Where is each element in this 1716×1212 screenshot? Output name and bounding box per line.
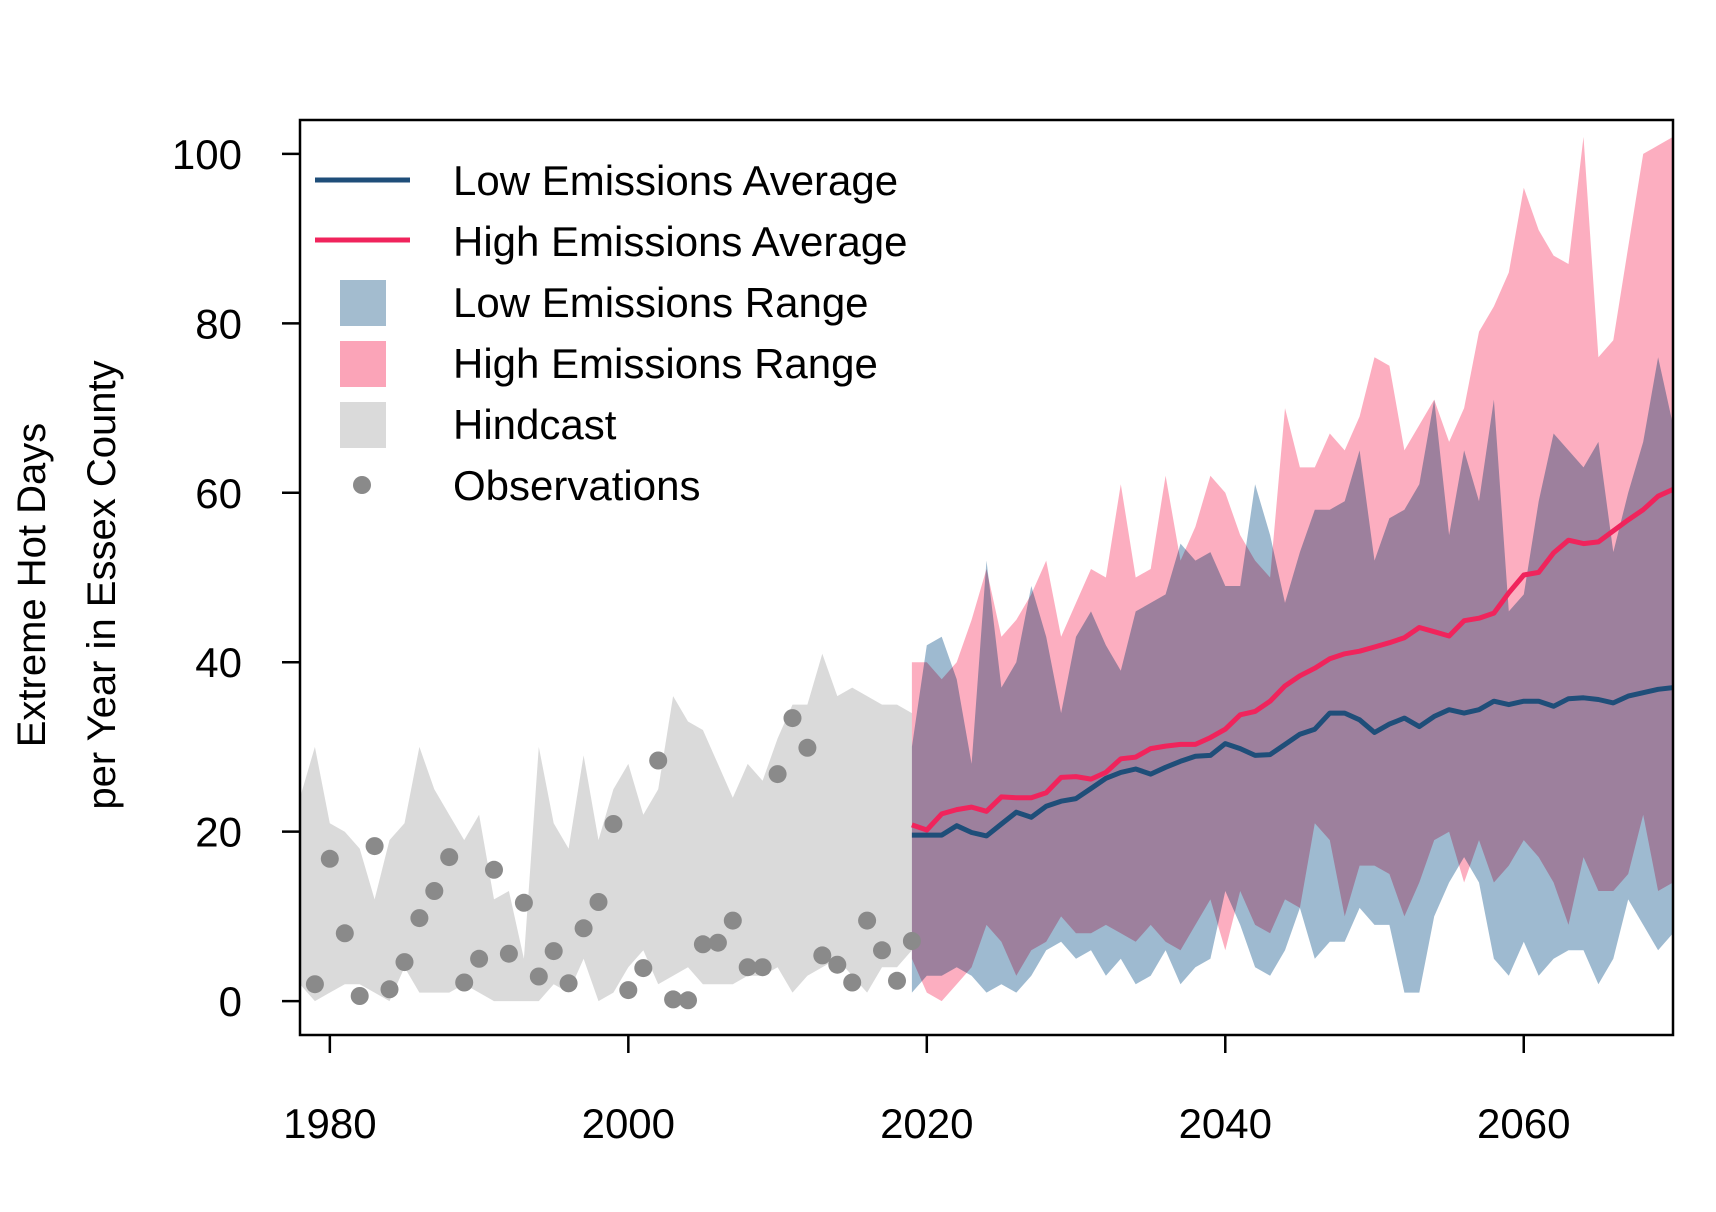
y-tick-label: 40 [195, 639, 242, 686]
high-emissions-average-line [911, 487, 1673, 833]
observation-point [544, 942, 563, 961]
observation-point [723, 911, 742, 930]
observation-point [350, 987, 369, 1005]
observation-point [574, 919, 593, 938]
observation-point [499, 944, 518, 963]
observation-point [619, 981, 638, 1000]
observation-point [485, 860, 503, 879]
observation-point [455, 973, 474, 992]
x-axis: 1980 2000 2020 2040 2060 [283, 1035, 1570, 1147]
observation-point [753, 958, 772, 977]
observation-point [604, 815, 623, 833]
x-tick-label: 2000 [582, 1100, 675, 1147]
observation-point [664, 990, 683, 1009]
legend-high-avg-label: High Emissions Average [453, 218, 907, 265]
observation-point [410, 909, 429, 928]
observation-point [559, 974, 578, 993]
observation-point [693, 935, 712, 954]
observation-point [902, 932, 921, 950]
observation-point [305, 975, 324, 994]
observation-points [305, 709, 921, 1010]
y-axis: 0 20 40 60 80 100 [172, 131, 300, 1025]
legend-low-avg-label: Low Emissions Average [453, 157, 898, 204]
observation-point [320, 849, 339, 868]
observation-point [843, 973, 862, 992]
plot-area [300, 136, 1673, 1010]
y-tick-label: 60 [195, 470, 242, 517]
legend-low-range-swatch [340, 280, 386, 326]
y-axis-title: Extreme Hot Days per Year in Essex Count… [10, 360, 124, 809]
low-emissions-average-line [911, 685, 1673, 839]
observation-point [649, 751, 668, 770]
y-tick-label: 20 [195, 809, 242, 856]
observation-point [589, 893, 608, 911]
x-tick-label: 2060 [1477, 1100, 1570, 1147]
observation-point [768, 765, 787, 784]
legend-observations-label: Observations [453, 462, 700, 509]
legend-hindcast-label: Hindcast [453, 401, 617, 448]
y-tick-label: 80 [195, 300, 242, 347]
observation-point [888, 971, 906, 990]
observation-point [828, 955, 847, 974]
x-tick-label: 1980 [283, 1100, 376, 1147]
observation-point [365, 837, 384, 856]
legend-high-range-label: High Emissions Range [453, 340, 878, 387]
legend-high-range-swatch [340, 341, 386, 387]
x-tick-label: 2020 [880, 1100, 973, 1147]
y-axis-title-line-2: per Year in Essex County [80, 360, 124, 809]
legend-low-range-label: Low Emissions Range [453, 279, 869, 326]
observation-point [440, 848, 459, 867]
observation-point [798, 738, 817, 757]
plot-frame [298, 118, 1675, 1037]
observation-point [738, 958, 757, 977]
legend-hindcast-swatch [340, 402, 386, 448]
observation-point [470, 949, 489, 968]
x-tick-label: 2040 [1179, 1100, 1272, 1147]
observation-point [873, 941, 891, 960]
y-axis-title-line-1: Extreme Hot Days [10, 423, 54, 748]
legend: Low Emissions Average High Emissions Ave… [315, 157, 907, 509]
observation-point [380, 980, 399, 999]
legend-observations-swatch [353, 476, 371, 494]
observation-point [335, 924, 354, 943]
observation-point [634, 959, 653, 978]
y-tick-label: 0 [219, 978, 242, 1025]
observation-point [395, 953, 414, 972]
observation-point [679, 991, 697, 1010]
observation-point [783, 709, 802, 728]
observation-point [425, 882, 444, 900]
y-tick-label: 100 [172, 131, 242, 178]
observation-point [813, 946, 832, 965]
observation-point [708, 933, 727, 952]
high-emissions-range-band [911, 136, 1673, 1002]
observation-point [514, 893, 533, 912]
observation-point [529, 967, 548, 986]
observation-point [858, 911, 877, 930]
